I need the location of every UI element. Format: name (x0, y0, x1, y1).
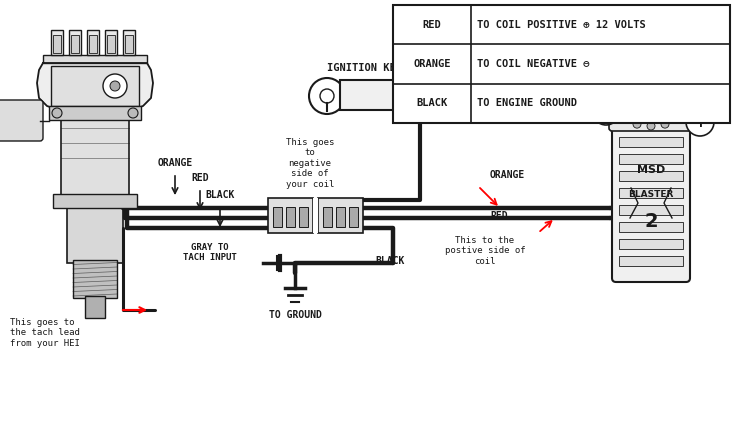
Circle shape (110, 81, 120, 91)
Text: ORANGE: ORANGE (490, 170, 526, 180)
Bar (53, 194, 137, 208)
Polygon shape (37, 63, 153, 114)
Text: BLACK: BLACK (205, 190, 234, 200)
FancyBboxPatch shape (636, 49, 666, 75)
Bar (638, 62, 664, 100)
Bar (51, 30, 63, 55)
Bar (125, 35, 133, 53)
Text: TO GROUND: TO GROUND (268, 310, 321, 320)
Bar (619, 154, 683, 164)
Circle shape (633, 120, 641, 128)
Circle shape (593, 99, 619, 125)
Text: GRAY TO
TACH INPUT: GRAY TO TACH INPUT (183, 243, 237, 262)
Text: 2: 2 (644, 211, 658, 231)
Text: This to the
postive side of
coil: This to the postive side of coil (445, 236, 526, 266)
Bar (619, 256, 683, 266)
Circle shape (103, 74, 127, 98)
Text: This goes to
the tach lead
from your HEI: This goes to the tach lead from your HEI (10, 318, 80, 348)
Bar (323, 207, 332, 227)
Bar (107, 35, 115, 53)
Text: This goes
to
negative
side of
your coil: This goes to negative side of your coil (286, 138, 334, 189)
Text: TO COIL NEGATIVE ⊖: TO COIL NEGATIVE ⊖ (477, 59, 589, 69)
Bar (619, 188, 683, 198)
Bar (393, 5, 730, 123)
Text: ORANGE: ORANGE (157, 158, 193, 168)
Bar (85, 296, 105, 318)
Circle shape (686, 108, 714, 136)
Bar (313, 198, 318, 233)
Circle shape (623, 115, 631, 123)
Bar (67, 205, 123, 263)
Circle shape (52, 108, 62, 118)
Circle shape (645, 52, 657, 64)
Bar (340, 80, 405, 110)
FancyBboxPatch shape (609, 93, 693, 131)
Text: TO ENGINE GROUND: TO ENGINE GROUND (477, 98, 577, 108)
Bar (619, 239, 683, 249)
Bar (69, 30, 81, 55)
Circle shape (309, 78, 345, 114)
Bar (619, 205, 683, 215)
Text: −: − (600, 104, 612, 119)
Bar (619, 222, 683, 232)
Text: MSD: MSD (637, 165, 665, 175)
Circle shape (661, 120, 669, 128)
Bar (51, 66, 139, 106)
Bar (273, 207, 282, 227)
Bar (49, 106, 141, 120)
Text: IGNITION KEY: IGNITION KEY (328, 63, 403, 73)
Bar (299, 207, 308, 227)
Ellipse shape (611, 102, 691, 122)
Bar (318, 198, 363, 233)
Text: +: + (693, 113, 707, 131)
FancyBboxPatch shape (0, 100, 43, 141)
Bar (73, 260, 117, 298)
Bar (336, 207, 345, 227)
Bar (87, 30, 99, 55)
FancyBboxPatch shape (612, 124, 690, 282)
Text: RED: RED (191, 173, 209, 183)
Bar (71, 35, 79, 53)
Bar (286, 207, 295, 227)
Text: BLASTER: BLASTER (628, 190, 674, 199)
Text: ORANGE: ORANGE (413, 59, 451, 69)
Bar (89, 35, 97, 53)
Bar (61, 118, 129, 198)
Text: TO COIL POSITIVE ⊕ 12 VOLTS: TO COIL POSITIVE ⊕ 12 VOLTS (477, 20, 646, 30)
Bar (268, 198, 313, 233)
Text: TO 12V: TO 12V (450, 105, 487, 115)
Circle shape (128, 108, 138, 118)
Text: BLACK: BLACK (376, 256, 405, 266)
Circle shape (320, 89, 334, 103)
Bar (43, 55, 147, 63)
Bar (349, 207, 358, 227)
Bar (53, 35, 61, 53)
Bar (619, 171, 683, 181)
Text: RED: RED (490, 211, 508, 221)
Bar (123, 30, 135, 55)
Text: This is the Bat
lead from your
HEI: This is the Bat lead from your HEI (598, 68, 678, 98)
Bar (105, 30, 117, 55)
Text: BLACK: BLACK (416, 98, 448, 108)
Bar (619, 137, 683, 147)
Text: RED: RED (423, 20, 442, 30)
Circle shape (647, 122, 655, 130)
